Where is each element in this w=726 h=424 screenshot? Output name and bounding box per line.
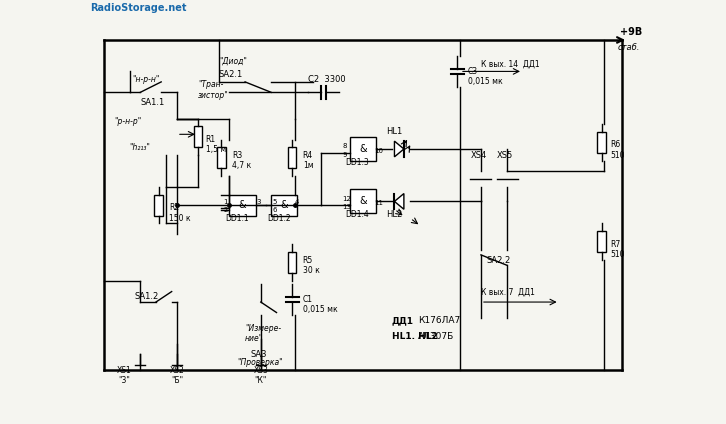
Text: "Тран-
зистор": "Тран- зистор"	[198, 80, 229, 100]
Text: R5
30 к: R5 30 к	[303, 256, 319, 275]
Text: SA2.1: SA2.1	[219, 70, 243, 79]
FancyBboxPatch shape	[350, 137, 376, 161]
Text: К вых. 7  ДД1: К вых. 7 ДД1	[481, 287, 535, 296]
Text: SA2.2: SA2.2	[486, 256, 510, 265]
Text: DD1.4: DD1.4	[346, 210, 370, 219]
Text: 11: 11	[375, 200, 383, 206]
Text: &: &	[359, 196, 367, 206]
Text: 12: 12	[342, 196, 351, 202]
Text: 5: 5	[272, 198, 277, 204]
Text: XS2
"Б": XS2 "Б"	[170, 366, 184, 385]
Text: R2
150 к: R2 150 к	[169, 203, 191, 223]
FancyBboxPatch shape	[597, 231, 605, 252]
Polygon shape	[394, 141, 404, 157]
Text: R4
1м: R4 1м	[303, 151, 314, 170]
Text: АЛ307Б: АЛ307Б	[418, 332, 454, 341]
FancyBboxPatch shape	[350, 190, 376, 213]
Text: &: &	[280, 200, 288, 210]
FancyBboxPatch shape	[229, 195, 256, 215]
Text: стаб.: стаб.	[617, 43, 640, 53]
Text: ДД1: ДД1	[392, 316, 414, 325]
Text: К176ЛА7: К176ЛА7	[418, 316, 460, 325]
Text: SA1.1: SA1.1	[140, 98, 165, 107]
Text: 8: 8	[342, 143, 346, 150]
Text: "Проверка": "Проверка"	[237, 358, 283, 367]
Text: НL1. НL2: НL1. НL2	[392, 332, 438, 341]
Text: XS4: XS4	[470, 151, 486, 160]
Text: XS1
"3": XS1 "3"	[117, 366, 132, 385]
Text: HL2: HL2	[386, 210, 403, 219]
Text: "Диод": "Диод"	[219, 56, 247, 66]
FancyBboxPatch shape	[272, 195, 298, 215]
Text: 13: 13	[342, 204, 351, 210]
Text: +9В: +9В	[620, 27, 642, 37]
Text: DD1.1: DD1.1	[225, 214, 249, 223]
Text: "h₂₁₃": "h₂₁₃"	[130, 143, 150, 152]
Text: 2: 2	[223, 207, 227, 213]
Text: R1
1,5 м: R1 1,5 м	[205, 135, 226, 154]
FancyBboxPatch shape	[194, 126, 202, 148]
Text: "р-н-р": "р-н-р"	[114, 117, 142, 126]
FancyBboxPatch shape	[217, 148, 226, 168]
Text: К вых. 14  ДД1: К вых. 14 ДД1	[481, 59, 539, 68]
Text: C2  3300: C2 3300	[308, 75, 346, 84]
Text: ние": ние"	[245, 335, 264, 343]
Text: 10: 10	[375, 148, 383, 153]
Text: 4: 4	[295, 198, 299, 204]
FancyBboxPatch shape	[155, 195, 163, 215]
Text: 1: 1	[223, 198, 227, 204]
Text: XS3
"К": XS3 "К"	[253, 366, 268, 385]
Text: R7
510: R7 510	[611, 240, 625, 259]
Text: 9: 9	[342, 152, 346, 158]
Text: SA1.2: SA1.2	[135, 293, 159, 301]
Text: 3: 3	[256, 198, 261, 204]
Text: R6
510: R6 510	[611, 140, 625, 160]
Text: RadioStorage.net: RadioStorage.net	[91, 3, 187, 13]
Text: "Измере-: "Измере-	[245, 324, 281, 333]
FancyBboxPatch shape	[288, 148, 296, 168]
Text: DD1.2: DD1.2	[267, 214, 290, 223]
Polygon shape	[394, 193, 404, 209]
Text: DD1.3: DD1.3	[346, 158, 370, 167]
Text: &: &	[239, 200, 246, 210]
Text: XS5: XS5	[497, 151, 513, 160]
Text: 6: 6	[272, 207, 277, 213]
Text: &: &	[359, 144, 367, 154]
FancyBboxPatch shape	[597, 132, 605, 153]
Text: C1
0,015 мк: C1 0,015 мк	[303, 295, 338, 314]
Text: R3
4,7 к: R3 4,7 к	[232, 151, 251, 170]
Text: HL1: HL1	[386, 127, 403, 136]
Text: C3
0,015 мк: C3 0,015 мк	[468, 67, 502, 86]
FancyBboxPatch shape	[288, 252, 296, 273]
Text: SA3: SA3	[250, 350, 266, 359]
Text: "н-р-н": "н-р-н"	[132, 75, 160, 84]
